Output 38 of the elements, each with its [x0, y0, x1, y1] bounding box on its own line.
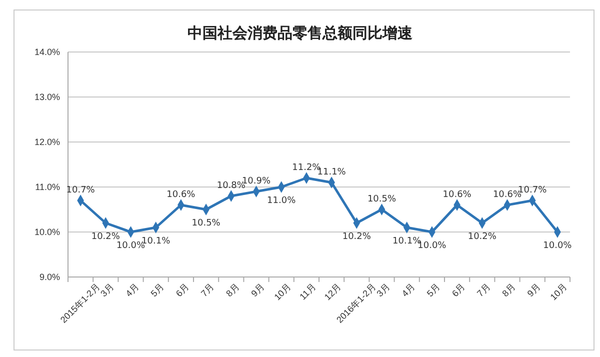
x-tick-label: 8月 — [500, 282, 518, 299]
data-label: 10.8% — [216, 181, 246, 191]
y-tick-label: 11.0% — [35, 182, 60, 192]
y-tick-label: 12.0% — [34, 136, 60, 147]
x-tick-label: 6月 — [174, 282, 191, 299]
x-tick-label: 4月 — [400, 282, 417, 299]
x-tick-label: 10月 — [548, 282, 569, 302]
data-label: 10.5% — [367, 194, 396, 204]
data-label: 10.5% — [192, 218, 221, 228]
x-tick-label: 5月 — [148, 282, 166, 299]
x-tick-label: 3月 — [374, 282, 392, 299]
x-tick-label: 11月 — [298, 282, 318, 302]
y-tick-label: 14.0% — [34, 46, 60, 57]
data-label: 10.7% — [66, 186, 96, 196]
data-label: 10.2% — [342, 232, 372, 242]
x-tick-label: 5月 — [424, 282, 442, 299]
x-tick-label: 9月 — [525, 282, 542, 299]
data-label: 11.0% — [267, 196, 296, 206]
x-tick-label: 9月 — [249, 282, 266, 299]
x-tick-label: 10月 — [272, 282, 293, 302]
data-label: 10.6% — [166, 190, 196, 200]
x-tick-label: 8月 — [224, 282, 242, 299]
x-tick-label: 3月 — [98, 282, 116, 299]
data-label: 10.0% — [543, 241, 572, 251]
data-label: 10.0% — [116, 241, 146, 251]
y-tick-label: 13.0% — [34, 92, 60, 102]
y-tick-label: 9.0% — [39, 272, 60, 282]
data-label: 10.2% — [91, 232, 120, 242]
data-label: 10.6% — [492, 190, 522, 200]
chart-title: 中国社会消费品零售总额同比增速 — [188, 24, 414, 42]
x-tick-label: 7月 — [475, 282, 492, 299]
y-tick-label: 10.0% — [34, 226, 60, 237]
x-tick-label: 4月 — [124, 282, 141, 299]
data-label: 10.6% — [442, 190, 472, 200]
x-tick-label: 12月 — [322, 282, 344, 302]
data-label: 10.2% — [468, 232, 497, 242]
x-tick-label: 6月 — [450, 282, 468, 299]
x-tick-label: 7月 — [199, 282, 216, 299]
